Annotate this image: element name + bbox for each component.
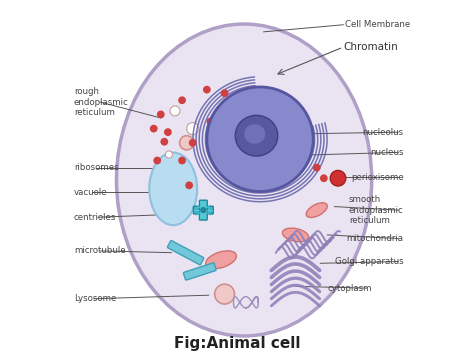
Ellipse shape [206, 251, 237, 269]
Text: Chromatin: Chromatin [343, 42, 398, 52]
Circle shape [320, 174, 328, 182]
Ellipse shape [207, 87, 313, 192]
FancyBboxPatch shape [193, 206, 213, 214]
Circle shape [170, 106, 180, 116]
Circle shape [185, 181, 193, 189]
FancyBboxPatch shape [167, 240, 204, 265]
Circle shape [221, 89, 228, 97]
Text: Golgi apparatus: Golgi apparatus [335, 257, 403, 266]
Text: ribosomes: ribosomes [74, 163, 118, 172]
Circle shape [200, 207, 207, 213]
Text: nucleus: nucleus [370, 148, 403, 157]
Text: mitochondria: mitochondria [346, 234, 403, 243]
Circle shape [313, 164, 320, 171]
Circle shape [187, 123, 199, 135]
Ellipse shape [149, 153, 197, 225]
Circle shape [207, 118, 214, 125]
FancyBboxPatch shape [183, 263, 216, 280]
Circle shape [180, 136, 194, 150]
Text: smooth
endoplasmic
reticulum: smooth endoplasmic reticulum [349, 195, 403, 225]
Circle shape [203, 86, 211, 94]
Text: vacuole: vacuole [74, 188, 108, 197]
Circle shape [189, 139, 197, 147]
Text: nucleolus: nucleolus [363, 128, 403, 137]
Text: microtubule: microtubule [74, 246, 126, 255]
Text: cytoplasm: cytoplasm [327, 284, 372, 293]
Circle shape [165, 151, 173, 158]
Circle shape [157, 111, 164, 118]
Circle shape [150, 125, 157, 132]
Circle shape [160, 138, 168, 145]
Text: rough
endoplasmic
reticulum: rough endoplasmic reticulum [74, 87, 129, 117]
Ellipse shape [235, 115, 278, 156]
Text: centrioles: centrioles [74, 213, 116, 222]
Text: perioxisome: perioxisome [351, 173, 403, 182]
FancyBboxPatch shape [200, 200, 207, 220]
Circle shape [154, 157, 161, 165]
Circle shape [164, 128, 172, 136]
Circle shape [330, 170, 346, 186]
Text: Lysosome: Lysosome [74, 294, 116, 303]
Circle shape [215, 284, 235, 304]
Ellipse shape [283, 228, 309, 242]
Circle shape [178, 157, 186, 165]
Circle shape [178, 96, 186, 104]
Ellipse shape [244, 124, 265, 144]
Ellipse shape [306, 203, 327, 217]
Text: Fig:Animal cell: Fig:Animal cell [174, 336, 300, 351]
Text: Cell Membrane: Cell Membrane [345, 20, 410, 29]
Ellipse shape [117, 24, 372, 336]
